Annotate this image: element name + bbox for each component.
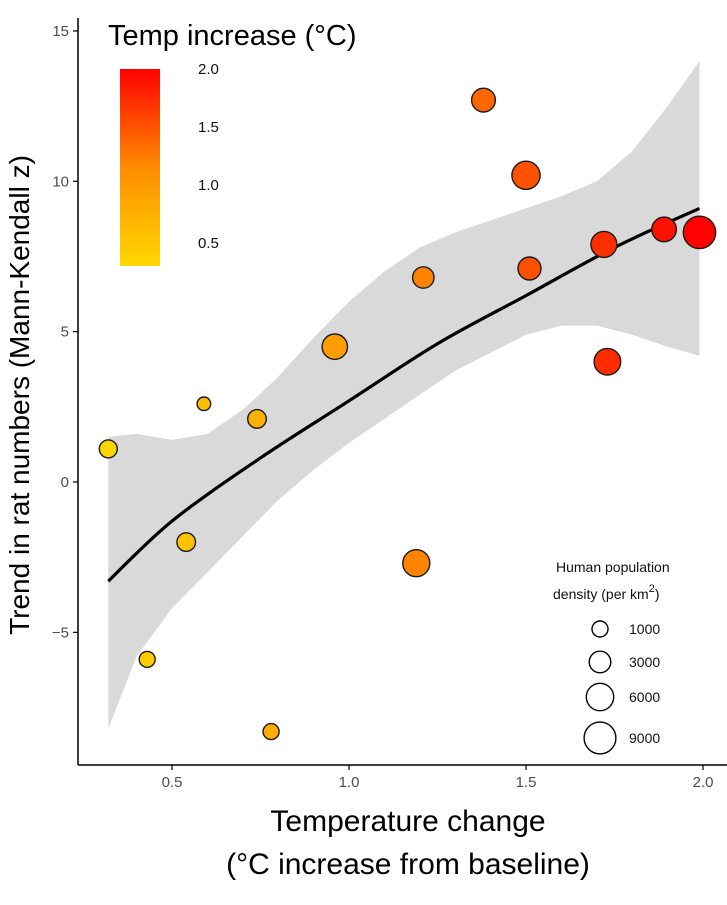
size-legend-circle: [588, 650, 612, 674]
size-legend-label: 6000: [629, 689, 660, 705]
y-axis-label: Trend in rat numbers (Mann-Kendall z): [4, 155, 35, 635]
x-tick-label: 1.0: [339, 774, 360, 791]
data-points-layer: [98, 87, 717, 741]
data-point: [411, 266, 435, 289]
data-point: [590, 230, 618, 259]
y-axis-ticks: −5 0 5 10 15: [52, 23, 78, 641]
data-point: [196, 396, 212, 412]
size-legend-label: 9000: [629, 730, 660, 746]
data-point: [176, 532, 197, 553]
data-point: [321, 333, 349, 361]
colorbar-tick-label: 1.5: [198, 119, 219, 136]
x-axis-label-line-2: (°C increase from baseline): [226, 848, 590, 881]
size-legend-title-superscript: 2: [649, 583, 655, 595]
data-point: [651, 216, 678, 243]
x-tick-label: 1.5: [516, 774, 537, 791]
data-point: [593, 347, 622, 376]
size-legend: 1000 3000 6000 9000: [583, 620, 660, 755]
colorbar-ticks: 0.5 1.0 1.5 2.0: [160, 61, 219, 252]
size-legend-label: 1000: [629, 621, 660, 637]
data-point: [517, 256, 542, 281]
data-point: [511, 160, 541, 191]
size-legend-circle: [591, 620, 609, 638]
confidence-band-layer: [108, 61, 700, 729]
y-tick-label: 0: [61, 474, 69, 491]
data-point: [246, 408, 267, 429]
colorbar-tick-label: 2.0: [198, 61, 219, 78]
colorbar-title: Temp increase (°C): [108, 20, 357, 52]
x-tick-label: 0.5: [162, 774, 183, 791]
confidence-band: [108, 61, 700, 729]
data-point: [682, 215, 717, 250]
y-tick-label: 5: [61, 324, 69, 341]
colorbar-gradient: [120, 69, 160, 266]
x-axis-label-line-1: Temperature change: [270, 805, 545, 838]
size-legend-circle: [583, 721, 617, 755]
size-legend-label: 3000: [629, 654, 660, 670]
data-point: [138, 650, 156, 669]
y-tick-label: −5: [52, 624, 69, 641]
size-legend-circle: [585, 682, 615, 712]
x-tick-label: 2.0: [693, 774, 714, 791]
size-legend-title-line-2-text: density (per km: [553, 586, 649, 602]
colorbar-tick-label: 0.5: [198, 235, 219, 252]
x-axis-ticks: 0.5 1.0 1.5 2.0: [162, 765, 714, 791]
data-point: [262, 722, 280, 741]
size-legend-title-line-2: density (per km2): [553, 583, 660, 602]
y-tick-label: 15: [52, 23, 69, 40]
size-legend-title-line-1: Human population: [556, 559, 670, 575]
data-point: [98, 439, 119, 459]
data-point: [470, 87, 497, 113]
colorbar-tick-label: 1.0: [198, 177, 219, 194]
y-tick-label: 10: [52, 173, 69, 190]
size-legend-title-close: ): [655, 586, 660, 602]
data-point: [402, 549, 431, 578]
